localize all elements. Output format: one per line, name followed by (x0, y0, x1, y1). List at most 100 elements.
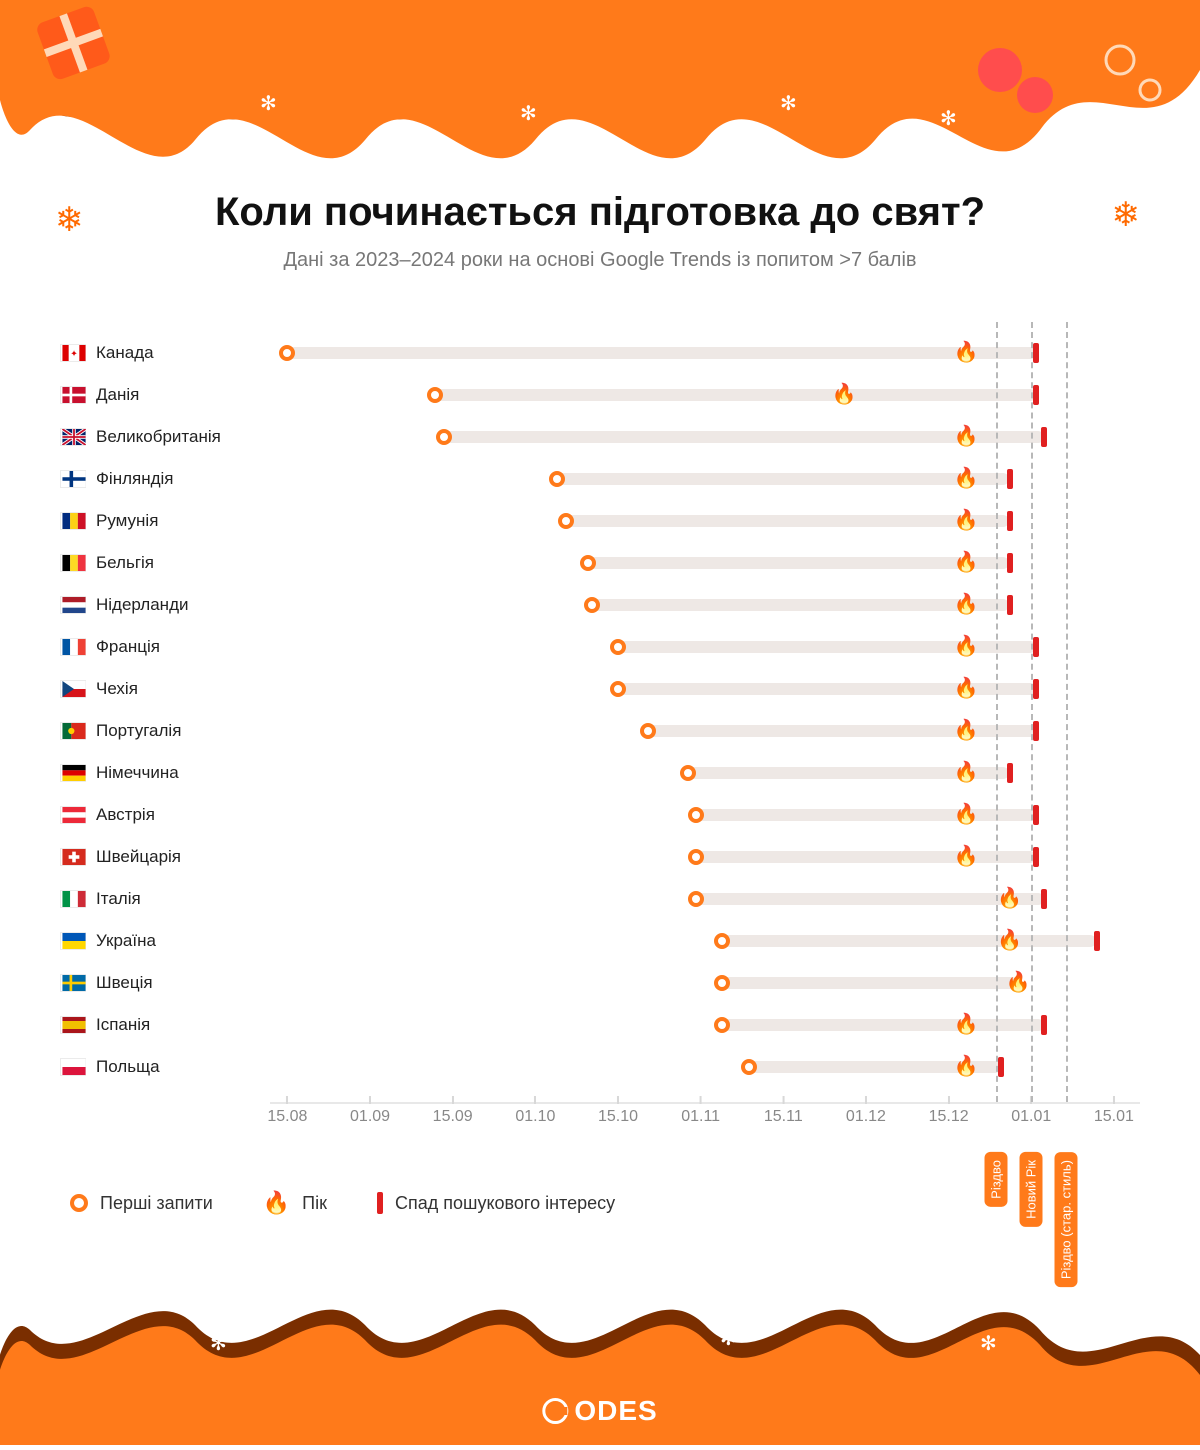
peak-marker: 🔥 (997, 927, 1022, 952)
country-label-row: Німеччина (60, 752, 179, 794)
chart-area: ✦ Канада Данія Великобританія Фінляндія … (60, 332, 1140, 1152)
peak-marker: 🔥 (954, 339, 979, 364)
country-label-row: Фінляндія (60, 458, 174, 500)
drop-marker (1033, 847, 1039, 867)
start-marker (688, 849, 704, 865)
peak-marker: 🔥 (954, 675, 979, 700)
country-label-row: Італія (60, 878, 141, 920)
footer-logo: ODES (542, 1395, 657, 1427)
axis-tick: 01.11 (681, 1108, 720, 1126)
flag-icon (60, 722, 86, 740)
drop-marker (1033, 679, 1039, 699)
peak-marker: 🔥 (1006, 969, 1031, 994)
chart-row: 🔥 (270, 542, 1140, 584)
peak-marker: 🔥 (954, 843, 979, 868)
chart-row: 🔥 (270, 416, 1140, 458)
peak-marker: 🔥 (954, 507, 979, 532)
legend-peak-label: Пік (302, 1193, 327, 1214)
country-label-row: Швеція (60, 962, 153, 1004)
reference-line (996, 322, 998, 1102)
peak-marker: 🔥 (954, 1053, 979, 1078)
drop-marker (1033, 721, 1039, 741)
country-name: Нідерланди (96, 595, 188, 615)
drop-marker (1007, 469, 1013, 489)
start-marker (714, 933, 730, 949)
country-name: Чехія (96, 679, 138, 699)
chart-row: 🔥 (270, 668, 1140, 710)
drop-marker (1033, 343, 1039, 363)
country-name: Румунія (96, 511, 158, 531)
chart-row: 🔥 (270, 794, 1140, 836)
start-marker (549, 471, 565, 487)
fire-icon: 🔥 (263, 1190, 290, 1216)
range-track (722, 977, 1018, 989)
country-label-row: Швейцарія (60, 836, 181, 878)
drop-marker (1033, 805, 1039, 825)
drop-marker (1007, 763, 1013, 783)
flag-icon (60, 680, 86, 698)
chart-row: 🔥 (270, 962, 1140, 1004)
country-name: Німеччина (96, 763, 179, 783)
country-label-row: Румунія (60, 500, 158, 542)
country-label-row: Нідерланди (60, 584, 188, 626)
axis-tick: 15.12 (929, 1108, 969, 1126)
drop-marker (1007, 595, 1013, 615)
svg-text:✻: ✻ (980, 1333, 997, 1355)
country-name: Великобританія (96, 427, 221, 447)
drop-marker (1033, 385, 1039, 405)
start-marker (279, 345, 295, 361)
header-decoration: ✻✻ ✻✻ ❄ ❄ (0, 0, 1200, 180)
peak-marker: 🔥 (954, 423, 979, 448)
svg-text:✻: ✻ (260, 93, 277, 115)
reference-line (1066, 322, 1068, 1102)
country-name: Швейцарія (96, 847, 181, 867)
axis-tick: 15.10 (598, 1108, 638, 1126)
range-track (592, 599, 1010, 611)
range-track (696, 851, 1035, 863)
chart-subtitle: Дані за 2023–2024 роки на основі Google … (0, 249, 1200, 272)
start-marker (688, 807, 704, 823)
start-marker (558, 513, 574, 529)
drop-marker (1007, 511, 1013, 531)
country-label-row: ✦ Канада (60, 332, 154, 374)
range-track (722, 935, 1096, 947)
start-marker (714, 1017, 730, 1033)
peak-marker: 🔥 (954, 591, 979, 616)
country-label-row: Іспанія (60, 1004, 150, 1046)
axis-tick: 01.01 (1011, 1108, 1051, 1126)
chart-row: 🔥 (270, 752, 1140, 794)
chart-row: 🔥 (270, 500, 1140, 542)
flag-icon (60, 512, 86, 530)
flag-icon (60, 974, 86, 992)
flag-icon (60, 806, 86, 824)
flag-icon (60, 386, 86, 404)
country-name: Австрія (96, 805, 155, 825)
start-marker (714, 975, 730, 991)
flag-icon (60, 428, 86, 446)
chart-row: 🔥 (270, 1046, 1140, 1088)
svg-text:✻: ✻ (720, 1328, 737, 1350)
flag-icon: ✦ (60, 344, 86, 362)
start-marker (680, 765, 696, 781)
range-track (435, 389, 1035, 401)
chart-row: 🔥 (270, 920, 1140, 962)
country-name: Італія (96, 889, 141, 909)
country-name: Україна (96, 931, 156, 951)
x-axis (270, 1102, 1140, 1104)
chart-row: 🔥 (270, 584, 1140, 626)
flag-icon (60, 848, 86, 866)
country-name: Данія (96, 385, 139, 405)
svg-text:✻: ✻ (780, 93, 797, 115)
axis-tick: 15.08 (267, 1108, 307, 1126)
legend-item-start: Перші запити (70, 1193, 213, 1214)
start-marker-icon (70, 1194, 88, 1212)
start-marker (580, 555, 596, 571)
range-track (696, 893, 1044, 905)
flag-icon (60, 638, 86, 656)
peak-marker: 🔥 (954, 759, 979, 784)
axis-tick: 15.09 (433, 1108, 473, 1126)
country-name: Португалія (96, 721, 181, 741)
country-label-row: Бельгія (60, 542, 154, 584)
svg-text:✻: ✻ (520, 103, 537, 125)
country-label-row: Чехія (60, 668, 138, 710)
